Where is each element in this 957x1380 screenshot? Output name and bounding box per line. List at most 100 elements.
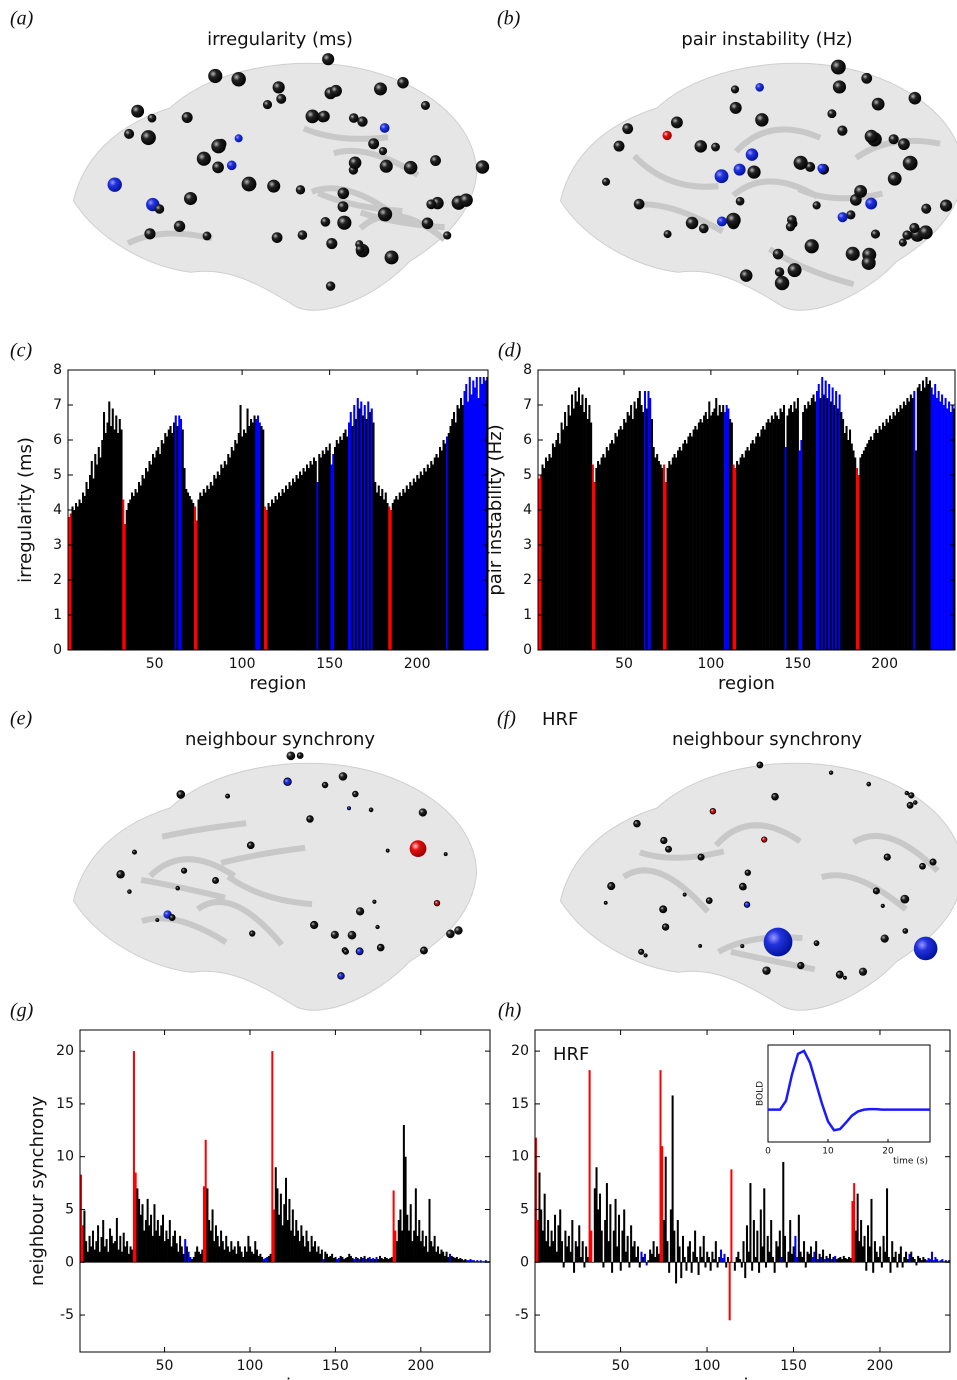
bar	[680, 450, 683, 650]
bar	[232, 450, 235, 650]
bar	[482, 377, 485, 650]
sphere	[384, 250, 399, 265]
bar	[685, 443, 688, 650]
bar	[169, 426, 172, 650]
bar	[162, 1214, 165, 1263]
bar	[730, 1169, 733, 1263]
bar	[172, 1235, 175, 1263]
plot-frame	[79, 1029, 491, 1353]
bar	[591, 464, 594, 650]
bar	[423, 468, 426, 650]
bar	[588, 405, 591, 650]
bar	[453, 412, 456, 650]
bar	[281, 489, 284, 650]
panel-label: (e)	[10, 708, 33, 730]
bar	[314, 1241, 317, 1263]
bar	[642, 1256, 645, 1263]
bar	[276, 499, 279, 650]
bar	[694, 1230, 697, 1263]
y-tick-label: 20	[511, 1043, 529, 1059]
sphere	[397, 76, 409, 89]
sphere	[670, 116, 683, 129]
sphere	[127, 889, 132, 894]
sphere	[662, 130, 672, 141]
bar	[753, 443, 756, 650]
bar	[454, 422, 457, 650]
y-tick-label: 1	[523, 607, 532, 623]
bar	[659, 464, 662, 650]
bar	[165, 1230, 168, 1263]
bar	[92, 478, 95, 650]
bar	[245, 1251, 248, 1263]
bar	[404, 492, 407, 650]
bar	[748, 450, 751, 650]
bar	[320, 1249, 323, 1263]
sphere	[124, 128, 135, 139]
bar	[590, 1230, 593, 1263]
x-tick-label: 50	[146, 656, 164, 672]
bar	[472, 1260, 475, 1263]
bar	[866, 443, 869, 650]
bar	[574, 391, 577, 650]
bar	[544, 457, 547, 650]
bar	[180, 1246, 183, 1263]
bar	[384, 1256, 387, 1263]
bar	[162, 443, 165, 650]
bar	[624, 422, 627, 650]
bar	[293, 1235, 296, 1263]
bar	[461, 405, 464, 650]
x-tick-label: 150	[316, 656, 343, 672]
bar	[875, 429, 878, 650]
bar	[460, 1259, 463, 1263]
bar	[117, 1249, 120, 1263]
bar	[784, 1235, 787, 1263]
bar	[835, 391, 838, 650]
sphere	[705, 897, 713, 904]
bar	[173, 1230, 176, 1263]
sphere	[246, 841, 255, 850]
bar	[735, 1256, 738, 1263]
bar	[814, 401, 817, 650]
sphere	[918, 225, 933, 240]
bar	[381, 489, 384, 650]
bar	[167, 429, 170, 650]
bar	[71, 506, 74, 650]
bar	[185, 489, 188, 650]
bar	[394, 1230, 397, 1263]
bar	[624, 1251, 627, 1263]
bar	[330, 464, 333, 650]
x-tick-label: 200	[871, 656, 898, 672]
bar	[402, 489, 405, 650]
bar	[367, 401, 370, 650]
bar	[346, 436, 349, 650]
bar	[927, 384, 930, 650]
sphere	[872, 887, 880, 895]
bar	[551, 443, 554, 650]
sphere	[430, 155, 441, 166]
sulcus	[162, 823, 246, 837]
bar	[110, 426, 113, 650]
bar	[604, 457, 607, 650]
bar	[701, 1256, 704, 1263]
bar	[483, 1261, 486, 1263]
bar	[828, 384, 831, 650]
bar	[158, 1235, 161, 1263]
bar	[141, 1204, 144, 1263]
bar	[924, 1259, 927, 1263]
bar	[316, 482, 319, 650]
bar	[395, 496, 398, 650]
bar	[335, 440, 338, 650]
bar	[713, 408, 716, 650]
bar	[807, 401, 810, 650]
bar	[541, 1230, 544, 1263]
bar	[772, 419, 775, 650]
bar	[742, 1241, 745, 1263]
bar	[869, 436, 872, 650]
bar	[856, 1193, 859, 1263]
bar	[81, 1225, 84, 1263]
bar	[751, 1262, 754, 1271]
bar	[279, 1193, 282, 1263]
sphere	[249, 930, 256, 937]
bar	[746, 447, 749, 650]
sphere	[898, 138, 910, 151]
